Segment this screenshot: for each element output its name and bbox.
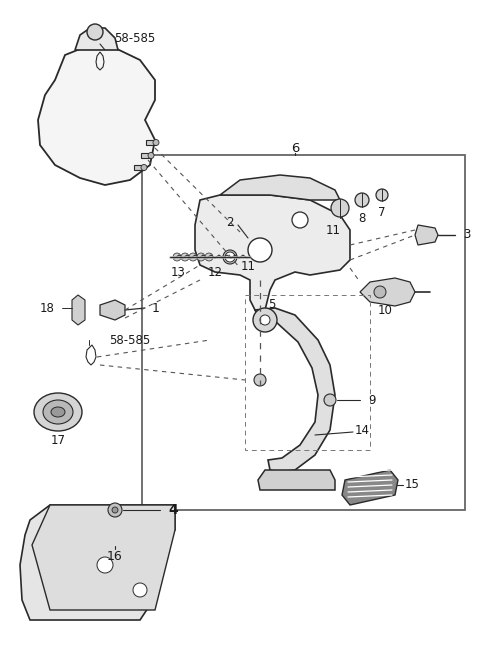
Text: 14: 14	[355, 424, 370, 437]
Text: 8: 8	[358, 212, 366, 225]
Text: 58-585: 58-585	[114, 32, 156, 45]
Circle shape	[260, 315, 270, 325]
Polygon shape	[220, 175, 340, 200]
Text: 4: 4	[168, 503, 178, 517]
Bar	[245, 295, 370, 450]
Circle shape	[189, 253, 197, 261]
Text: 11: 11	[240, 261, 255, 274]
Polygon shape	[342, 470, 398, 505]
Circle shape	[141, 164, 147, 171]
Polygon shape	[134, 165, 144, 170]
Polygon shape	[38, 45, 155, 185]
Text: 10: 10	[378, 303, 393, 316]
Polygon shape	[72, 295, 85, 325]
Text: 18: 18	[40, 302, 55, 314]
Circle shape	[148, 153, 154, 159]
Circle shape	[376, 189, 388, 201]
Text: 1: 1	[152, 302, 160, 314]
Text: 11: 11	[325, 223, 340, 237]
Polygon shape	[141, 153, 151, 158]
Circle shape	[97, 557, 113, 573]
Circle shape	[133, 583, 147, 597]
Polygon shape	[20, 505, 175, 620]
Circle shape	[355, 193, 369, 207]
Ellipse shape	[223, 250, 237, 264]
Circle shape	[225, 252, 235, 262]
Circle shape	[87, 24, 103, 40]
Text: 2: 2	[226, 215, 234, 228]
Polygon shape	[146, 140, 156, 145]
Polygon shape	[195, 195, 350, 310]
Polygon shape	[75, 28, 118, 50]
Text: 16: 16	[107, 549, 123, 562]
Circle shape	[331, 199, 349, 217]
Circle shape	[324, 394, 336, 406]
Polygon shape	[32, 505, 175, 610]
Circle shape	[181, 253, 189, 261]
Circle shape	[374, 286, 386, 298]
Polygon shape	[360, 278, 415, 306]
Text: 12: 12	[207, 265, 223, 278]
Polygon shape	[100, 300, 125, 320]
Text: 5: 5	[268, 298, 276, 311]
Circle shape	[112, 507, 118, 513]
Ellipse shape	[51, 407, 65, 417]
Circle shape	[205, 253, 213, 261]
Text: 6: 6	[291, 142, 299, 155]
Polygon shape	[255, 308, 335, 472]
Text: 58-585: 58-585	[109, 333, 151, 347]
Text: 7: 7	[378, 206, 386, 219]
Circle shape	[173, 253, 181, 261]
Circle shape	[153, 140, 159, 146]
Bar	[245, 295, 370, 450]
Bar	[142, 155, 465, 510]
Ellipse shape	[34, 393, 82, 431]
Circle shape	[108, 503, 122, 517]
Text: 15: 15	[405, 479, 420, 492]
Text: 13: 13	[170, 265, 185, 278]
Text: 3: 3	[463, 228, 470, 241]
Circle shape	[248, 238, 272, 262]
Circle shape	[253, 308, 277, 332]
Ellipse shape	[43, 400, 73, 424]
Polygon shape	[258, 470, 335, 490]
Circle shape	[197, 253, 205, 261]
Text: 9: 9	[368, 393, 375, 406]
Polygon shape	[415, 225, 438, 245]
Text: 17: 17	[50, 433, 65, 446]
Circle shape	[254, 374, 266, 386]
Circle shape	[292, 212, 308, 228]
